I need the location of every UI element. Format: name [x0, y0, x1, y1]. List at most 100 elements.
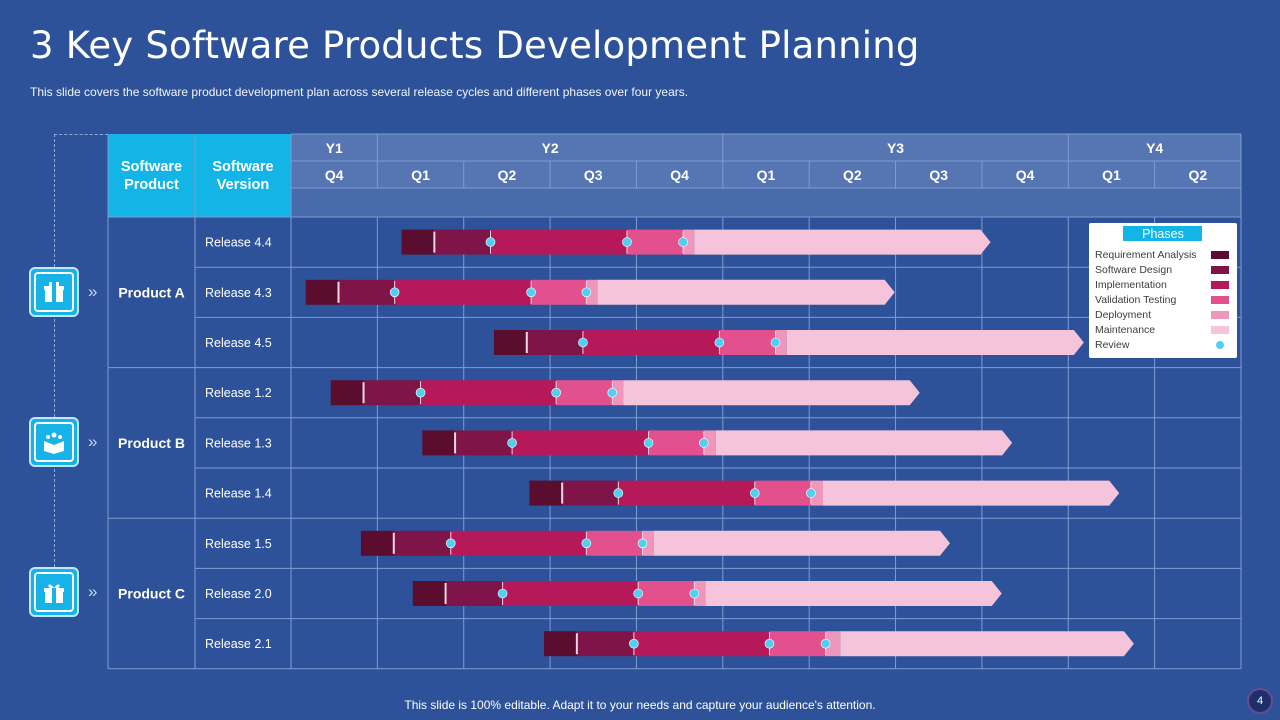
slide-title: 3 Key Software Products Development Plan… [30, 24, 920, 67]
side-connector-line [54, 134, 55, 592]
legend-label: Review [1095, 339, 1130, 351]
release-label: Release 2.0 [205, 587, 272, 601]
review-marker [629, 638, 639, 649]
review-marker [820, 638, 831, 649]
bar-segment-deployment [612, 380, 624, 406]
bar-segment-maintenance [705, 581, 1002, 606]
bar-segment-requirement-analysis [422, 430, 456, 456]
bar-segment-deployment [694, 581, 706, 606]
quarter-label: Q3 [584, 167, 603, 183]
quarter-label: Q4 [670, 167, 689, 183]
bar-segment-deployment [642, 530, 654, 556]
review-marker [633, 588, 643, 599]
bar-segment-validation-testing [754, 480, 811, 506]
release-label: Release 4.4 [205, 236, 272, 250]
bar-segment-software-design [393, 530, 451, 556]
bar-segment-implementation [582, 330, 720, 355]
review-marker [689, 588, 700, 599]
review-marker [607, 387, 618, 398]
quarter-label: Q2 [1188, 167, 1207, 183]
quarter-label: Q3 [929, 167, 948, 183]
quarter-label: Q1 [411, 167, 430, 183]
bar-segment-maintenance [623, 380, 920, 406]
bar-segment-deployment [703, 430, 716, 456]
review-marker [806, 488, 816, 498]
year-label: Y4 [1146, 140, 1163, 156]
quarter-label: Q2 [843, 167, 862, 183]
bar-segment-software-design [526, 330, 583, 355]
release-label: Release 1.3 [205, 436, 272, 450]
bar-segment-software-design [562, 480, 619, 506]
bar-segment-validation-testing [556, 380, 613, 406]
review-marker [507, 438, 517, 448]
bar-segment-deployment [586, 279, 598, 305]
legend-swatch [1211, 251, 1229, 259]
side-connector-top [54, 134, 108, 135]
legend-label: Requirement Analysis [1095, 249, 1197, 261]
review-marker [699, 438, 709, 448]
bar-segment-software-design [338, 279, 395, 305]
legend-label: Software Design [1095, 264, 1172, 276]
release-label: Release 1.4 [205, 487, 272, 501]
header-software-version: Software Version [212, 159, 273, 193]
bar-segment-software-design [455, 430, 513, 456]
year-label: Y2 [542, 140, 559, 156]
header-version-cell [195, 134, 291, 217]
chevron-right-icon: » [88, 432, 98, 451]
bar-segment-implementation [490, 229, 627, 255]
bar-segment-requirement-analysis [412, 581, 446, 606]
review-marker [581, 287, 592, 298]
header-product-cell [108, 134, 195, 217]
product-name: Product B [118, 435, 185, 451]
quarter-label: Q1 [1102, 167, 1121, 183]
legend-label: Maintenance [1095, 324, 1155, 336]
bar-segment-implementation [633, 631, 770, 657]
review-marker [613, 488, 624, 498]
release-label: Release 1.5 [205, 537, 272, 551]
bar-segment-maintenance [694, 229, 991, 255]
quarter-label: Q1 [757, 167, 776, 183]
product-name: Product A [118, 284, 184, 300]
bar-segment-requirement-analysis [401, 229, 435, 255]
legend-title: Phases [1142, 227, 1184, 241]
legend-label: Validation Testing [1095, 294, 1176, 306]
bar-segment-requirement-analysis [360, 530, 394, 556]
header-software-product: Software Product [121, 159, 182, 193]
header-spacer-row [291, 188, 1241, 217]
release-label: Release 1.2 [205, 386, 272, 400]
bar-segment-maintenance [823, 480, 1120, 506]
page-number: 4 [1247, 688, 1273, 714]
bar-segment-implementation [618, 480, 755, 506]
review-marker [415, 387, 426, 398]
legend-swatch [1211, 311, 1229, 319]
bar-segment-validation-testing [638, 581, 695, 606]
bar-segment-maintenance [715, 430, 1013, 456]
review-marker [770, 337, 781, 348]
bar-segment-implementation [420, 380, 557, 406]
bar-segment-requirement-analysis [330, 380, 364, 406]
review-marker [389, 287, 400, 298]
review-marker [551, 387, 561, 398]
review-marker [678, 237, 688, 247]
legend-label: Deployment [1095, 309, 1151, 321]
bar-segment-software-design [576, 631, 634, 657]
bar-segment-deployment [683, 229, 695, 255]
bar-segment-implementation [512, 430, 649, 456]
bar-segment-maintenance [840, 631, 1134, 657]
product-b-box-icon [29, 417, 79, 467]
quarter-label: Q4 [325, 167, 344, 183]
review-marker [622, 237, 632, 247]
review-marker [445, 538, 456, 549]
review-marker [643, 438, 654, 448]
bar-segment-implementation [394, 279, 532, 305]
bar-segment-deployment [775, 330, 787, 355]
product-name: Product C [118, 586, 185, 602]
review-marker [714, 337, 725, 348]
legend-swatch-review [1216, 341, 1224, 349]
legend-label: Implementation [1095, 279, 1167, 291]
bar-segment-implementation [502, 581, 639, 606]
legend-title-bg [1123, 226, 1202, 241]
bar-segment-requirement-analysis [493, 330, 527, 355]
bar-segment-validation-testing [769, 631, 826, 657]
bar-segment-validation-testing [626, 229, 684, 255]
